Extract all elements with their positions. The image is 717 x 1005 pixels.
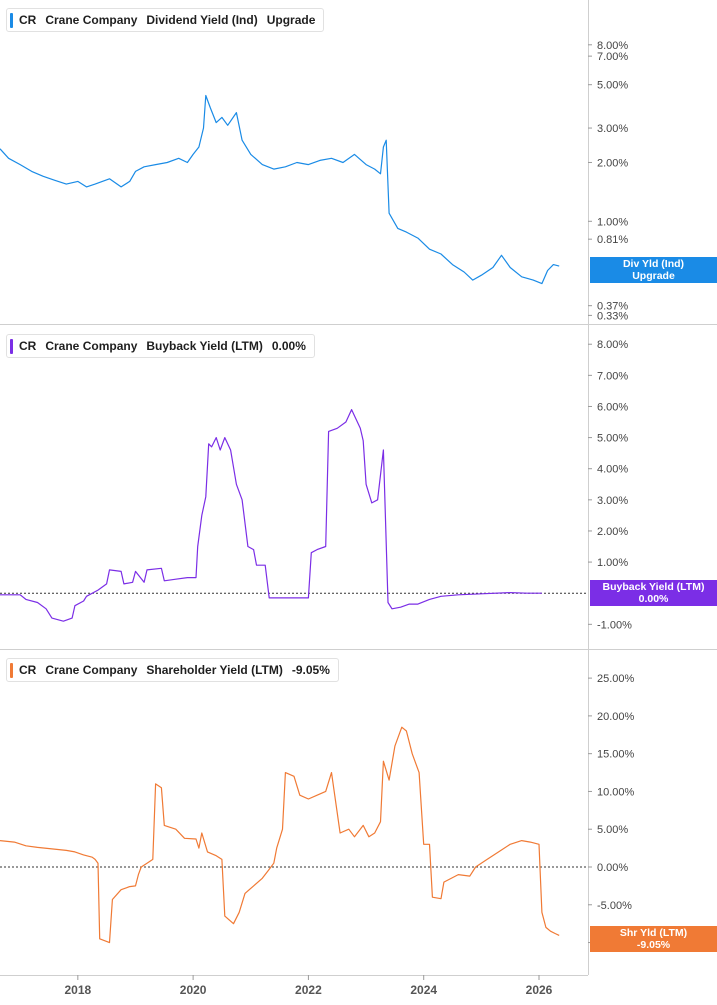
x-tick-label: 2024 <box>410 983 437 997</box>
value-tag-label: Div Yld (Ind) <box>622 258 685 270</box>
legend-color-swatch <box>10 663 13 678</box>
value-tag-label: Buyback Yield (LTM) <box>602 581 705 593</box>
legend-value: Upgrade <box>266 13 316 27</box>
legend-shareholder-yield: CR Crane Company Shareholder Yield (LTM)… <box>6 658 339 682</box>
legend-value: -9.05% <box>291 663 330 677</box>
y-tick-label: 0.00% <box>597 862 628 874</box>
legend-dividend-yield: CR Crane Company Dividend Yield (Ind) Up… <box>6 8 325 32</box>
x-tick-label: 2026 <box>526 983 553 997</box>
y-tick-label: -1.00% <box>597 619 632 631</box>
y-tick-label: 20.00% <box>597 711 635 723</box>
legend-color-swatch <box>10 13 13 28</box>
y-tick-label: 2.00% <box>597 526 628 538</box>
legend-buyback-yield: CR Crane Company Buyback Yield (LTM) 0.0… <box>6 334 315 358</box>
legend-company: Crane Company <box>45 13 138 27</box>
y-tick-label: 1.00% <box>597 216 628 228</box>
legend-metric: Buyback Yield (LTM) <box>146 339 263 353</box>
value-tag-dividend-yield: Div Yld (Ind) Upgrade <box>590 257 717 283</box>
value-tag-value: -9.05% <box>636 939 671 951</box>
y-tick-label: 5.00% <box>597 433 628 445</box>
y-tick-label: 4.00% <box>597 464 628 476</box>
legend-company: Crane Company <box>45 339 138 353</box>
series-line <box>0 94 560 285</box>
y-tick-label: 25.00% <box>597 673 635 685</box>
legend-metric: Shareholder Yield (LTM) <box>146 663 283 677</box>
y-tick-label: 8.00% <box>597 40 628 52</box>
legend-ticker: CR <box>19 663 37 677</box>
legend-ticker: CR <box>19 339 37 353</box>
y-tick-label: 10.00% <box>597 786 635 798</box>
value-tag-label: Shr Yld (LTM) <box>619 927 688 939</box>
y-tick-label: 0.33% <box>597 310 628 322</box>
y-tick-label: 15.00% <box>597 749 635 761</box>
y-tick-label: 6.00% <box>597 401 628 413</box>
y-tick-label: -5.00% <box>597 900 632 912</box>
y-tick-label: 3.00% <box>597 123 628 135</box>
y-tick-label: 2.00% <box>597 157 628 169</box>
y-tick-label: 0.37% <box>597 301 628 313</box>
legend-company: Crane Company <box>45 663 138 677</box>
legend-value: 0.00% <box>271 339 306 353</box>
legend-ticker: CR <box>19 13 37 27</box>
series-line <box>0 409 542 622</box>
y-tick-label: 8.00% <box>597 339 628 351</box>
y-tick-label: 0.81% <box>597 234 628 246</box>
value-tag-value: Upgrade <box>632 270 675 282</box>
y-tick-label: 3.00% <box>597 495 628 507</box>
x-tick-label: 2020 <box>180 983 207 997</box>
x-tick-label: 2022 <box>295 983 322 997</box>
y-tick-label: 5.00% <box>597 824 628 836</box>
y-tick-label: 5.00% <box>597 80 628 92</box>
y-tick-label: 1.00% <box>597 557 628 569</box>
y-tick-label: 7.00% <box>597 51 628 63</box>
value-tag-shareholder-yield: Shr Yld (LTM) -9.05% <box>590 926 717 952</box>
y-tick-label: 7.00% <box>597 370 628 382</box>
series-line <box>0 726 560 944</box>
legend-metric: Dividend Yield (Ind) <box>146 13 258 27</box>
x-tick-label: 2018 <box>64 983 91 997</box>
value-tag-buyback-yield: Buyback Yield (LTM) 0.00% <box>590 580 717 606</box>
value-tag-value: 0.00% <box>638 593 669 605</box>
legend-color-swatch <box>10 339 13 354</box>
